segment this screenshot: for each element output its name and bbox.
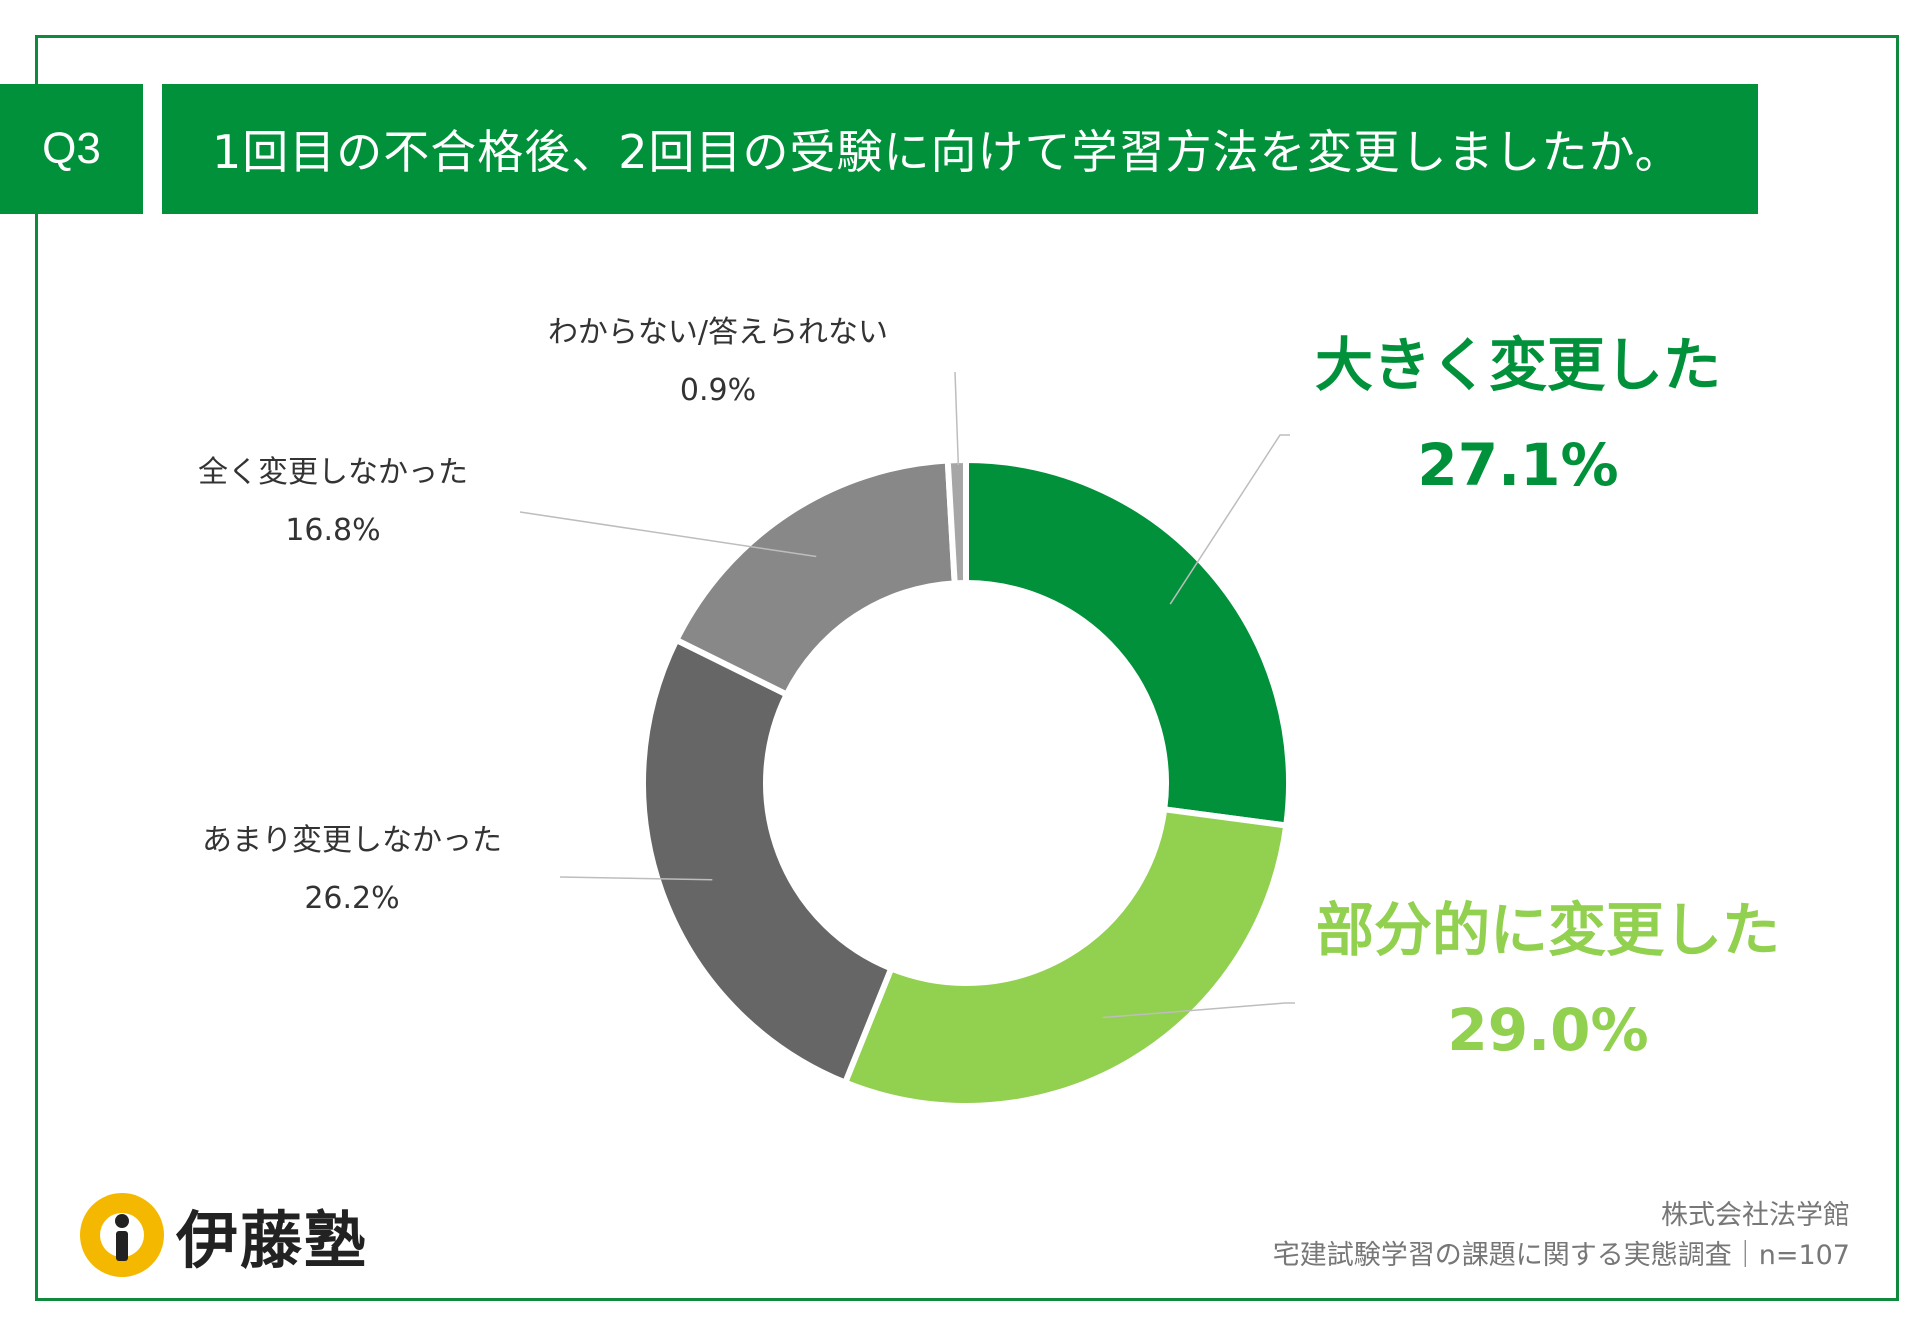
logo-mark-icon <box>80 1193 164 1277</box>
question-number-badge: Q3 <box>0 84 143 214</box>
donut-slice-5 <box>944 456 969 587</box>
footer-survey: 宅建試験学習の課題に関する実態調査｜n=107 <box>1272 1240 1850 1271</box>
slice-value-1: 27.1% <box>1417 431 1618 499</box>
itojuku-logo: 伊藤塾 <box>78 1190 368 1280</box>
leader-line-2 <box>1102 1002 1295 1019</box>
slice-value-4: 16.8% <box>285 513 380 548</box>
slice-label-3: あまり変更しなかった <box>202 823 502 858</box>
question-title: 1回目の不合格後、2回目の受験に向けて学習方法を変更しましたか。 <box>162 84 1758 214</box>
leader-line-5 <box>954 371 960 466</box>
leader-line-4 <box>519 511 817 558</box>
footer-source: 株式会社法学館 宅建試験学習の課題に関する実態調査｜n=107 <box>1273 1196 1850 1276</box>
footer-company: 株式会社法学館 <box>1661 1200 1850 1231</box>
slide-frame <box>35 35 1899 1301</box>
slice-label-2: 部分的に変更した <box>1316 896 1780 964</box>
logo-text: 伊藤塾 <box>176 1204 369 1277</box>
donut-slice-1 <box>963 456 1292 829</box>
slice-value-5: 0.9% <box>680 373 756 408</box>
slice-label-1: 大きく変更した <box>1315 331 1721 399</box>
slice-label-4: 全く変更しなかった <box>198 455 468 490</box>
slice-label-5: わからない/答えられない <box>548 315 888 350</box>
donut-slice-4 <box>672 457 958 699</box>
donut-slice-3 <box>640 635 896 1087</box>
slice-value-2: 29.0% <box>1447 996 1648 1064</box>
leader-line-1 <box>1169 434 1290 605</box>
leader-line-3 <box>559 876 713 881</box>
slice-value-3: 26.2% <box>304 881 399 916</box>
donut-slice-2 <box>841 805 1290 1109</box>
